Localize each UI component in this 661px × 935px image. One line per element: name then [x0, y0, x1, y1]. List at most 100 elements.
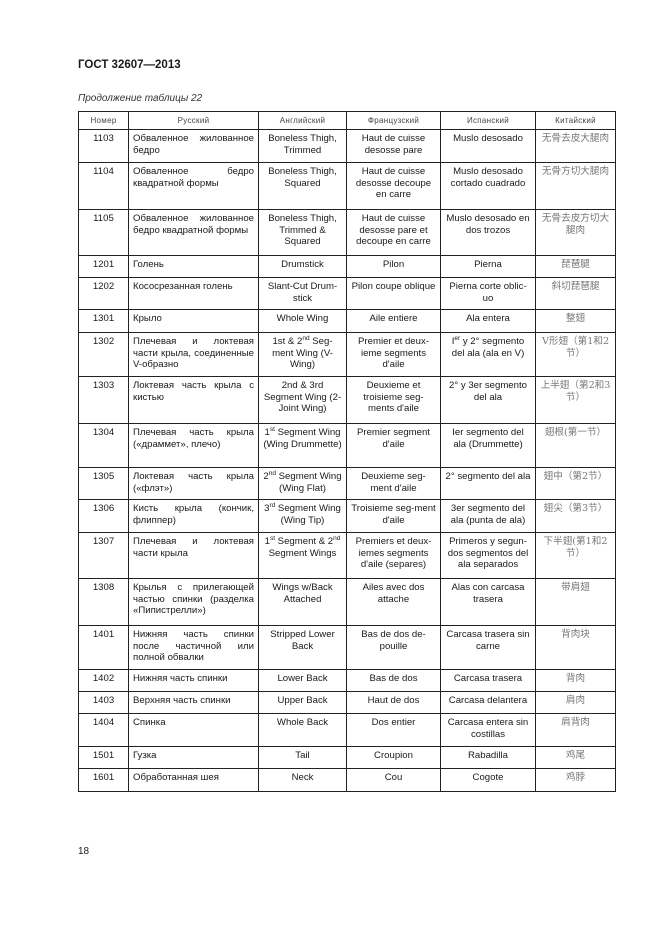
cell-english: 1st Segment & 2nd Segment Wings [258, 532, 347, 579]
table-row: 1307 Плечевая и локтевая части крыла 1st S… [78, 532, 616, 579]
cell-french: Bas de dos [346, 669, 441, 692]
cell-chinese: 翅根(第一节） [535, 423, 616, 468]
cell-number: 1301 [78, 309, 129, 333]
column-header-chinese: Китайский [535, 111, 616, 130]
cell-number: 1404 [78, 713, 129, 747]
cell-russian: Локтевая часть крыла («флэт») [128, 467, 259, 500]
cell-chinese: 翅尖（第3节） [535, 499, 616, 533]
table-row: 1303 Локтевая часть крыла с кистью 2nd & 3… [78, 376, 616, 424]
cell-english: 2nd Segment Wing (Wing Flat) [258, 467, 347, 500]
cell-english: 1st Segment Wing (Wing Drummette) [258, 423, 347, 468]
table-row: 1501 Гузка Tail Croupion Rabadilla 鸡尾 [78, 746, 616, 769]
cell-french: Troisieme seg-ment d'aile [346, 499, 441, 533]
cell-spanish: Ier y 2° segmento del ala (ala en V) [440, 332, 536, 377]
cell-number: 1402 [78, 669, 129, 692]
cell-russian: Нижняя часть спинки после частичной или … [128, 625, 259, 670]
cell-english: Boneless Thigh, Trimmed [258, 129, 347, 163]
cell-french: Deuxieme seg-ment d'aile [346, 467, 441, 500]
column-header-spanish: Испанский [440, 111, 536, 130]
cell-russian: Обваленное бедро квадратной формы [128, 162, 259, 210]
cell-chinese: 上半翅（第2和3节） [535, 376, 616, 424]
cell-spanish: Muslo desosado [440, 129, 536, 163]
cell-english: Boneless Thigh, Squared [258, 162, 347, 210]
cell-french: Pilon [346, 255, 441, 278]
cell-russian: Крыло [128, 309, 259, 333]
cell-russian: Верхняя часть спинки [128, 691, 259, 714]
cell-spanish: Alas con carcasa trasera [440, 578, 536, 626]
cell-number: 1401 [78, 625, 129, 670]
cell-french: Premiers et deux-iemes segments d'aile (… [346, 532, 441, 579]
cell-english: Wings w/Back Attached [258, 578, 347, 626]
cell-russian: Нижняя часть спинки [128, 669, 259, 692]
cell-spanish: Ier segmento del ala (Drummette) [440, 423, 536, 468]
table-row: 1308 Крылья с прилегающей частью спинки (… [78, 578, 616, 626]
cell-english: Neck [258, 768, 347, 792]
table-row: 1304 Плечевая часть крыла («драммет», пле… [78, 423, 616, 468]
cell-english: Slant-Cut Drum-stick [258, 277, 347, 310]
table-row: 1201 Голень Drumstick Pilon Pierna 琵琶腿 [78, 255, 616, 278]
cell-spanish: 2° y 3er segmento del ala [440, 376, 536, 424]
table-row: 1301 Крыло Whole Wing Aile entiere Ala enter… [78, 309, 616, 333]
cell-spanish: 3er segmento del ala (punta de ala) [440, 499, 536, 533]
cell-russian: Обваленное жилованное бедро [128, 129, 259, 163]
table-row: 1306 Кисть крыла (кончик, флиппер) 3rd Seg… [78, 499, 616, 533]
column-header-english: Английский [258, 111, 347, 130]
cell-spanish: Carcasa trasera sin carne [440, 625, 536, 670]
cell-english: Lower Back [258, 669, 347, 692]
table-row: 1104 Обваленное бедро квадратной формы Bon… [78, 162, 616, 210]
table-row: 1601 Обработанная шея Neck Cou Cogote 鸡脖 [78, 768, 616, 792]
cell-spanish: Cogote [440, 768, 536, 792]
cell-chinese: 斜切琵琶腿 [535, 277, 616, 310]
cell-french: Haut de cuisse desosse pare et decoupe e… [346, 209, 441, 256]
document-code: ГОСТ 32607—2013 [78, 59, 181, 71]
cell-russian: Кососрезанная голень [128, 277, 259, 310]
cell-spanish: 2° segmento del ala [440, 467, 536, 500]
column-header-french: Французский [346, 111, 441, 130]
cell-spanish: Muslo desosado en dos trozos [440, 209, 536, 256]
cell-number: 1601 [78, 768, 129, 792]
cell-french: Deuxieme et troisieme seg-ments d'aile [346, 376, 441, 424]
cell-chinese: 琵琶腿 [535, 255, 616, 278]
cell-russian: Спинка [128, 713, 259, 747]
cell-french: Croupion [346, 746, 441, 769]
cell-french: Premier et deux-ieme segments d'aile [346, 332, 441, 377]
cell-english: Stripped Lower Back [258, 625, 347, 670]
cell-french: Cou [346, 768, 441, 792]
cell-number: 1303 [78, 376, 129, 424]
cell-french: Haut de cuisse desosse pare [346, 129, 441, 163]
cell-chinese: 鸡脖 [535, 768, 616, 792]
cell-number: 1202 [78, 277, 129, 310]
cell-english: 1st & 2nd Seg-ment Wing (V-Wing) [258, 332, 347, 377]
cell-french: Haut de dos [346, 691, 441, 714]
cell-english: 2nd & 3rd Segment Wing (2-Joint Wing) [258, 376, 347, 424]
cell-russian: Голень [128, 255, 259, 278]
cell-russian: Плечевая часть крыла («драммет», плечо) [128, 423, 259, 468]
cell-russian: Крылья с прилегающей частью спинки (разд… [128, 578, 259, 626]
cell-english: Upper Back [258, 691, 347, 714]
cell-russian: Гузка [128, 746, 259, 769]
cell-russian: Плечевая и локтевая части крыла, соедине… [128, 332, 259, 377]
table-row: 1403 Верхняя часть спинки Upper Back Haut d… [78, 691, 616, 714]
cell-number: 1105 [78, 209, 129, 256]
cell-number: 1304 [78, 423, 129, 468]
table-row: 1105 Обваленное жилованное бедро квадратн… [78, 209, 616, 256]
cell-spanish: Pierna [440, 255, 536, 278]
table-row: 1103 Обваленное жилованное бедро Boneless … [78, 129, 616, 163]
cell-english: 3rd Segment Wing (Wing Tip) [258, 499, 347, 533]
table-header-row: Номер Русский Английский Французский Испанск… [78, 111, 616, 130]
cell-number: 1305 [78, 467, 129, 500]
cell-english: Drumstick [258, 255, 347, 278]
cell-chinese: 无骨去皮方切大腿肉 [535, 209, 616, 256]
cell-chinese: 下半翅(第1和2节） [535, 532, 616, 579]
cell-french: Haut de cuisse desosse decoupe en carre [346, 162, 441, 210]
cell-chinese: 带肩翅 [535, 578, 616, 626]
table-row: 1305 Локтевая часть крыла («флэт») 2nd Seg… [78, 467, 616, 500]
cell-chinese: 无骨方切大腿肉 [535, 162, 616, 210]
page-number: 18 [78, 846, 90, 857]
cell-english: Boneless Thigh, Trimmed & Squared [258, 209, 347, 256]
column-header-russian: Русский [128, 111, 259, 130]
cell-chinese: 翅中（第2节） [535, 467, 616, 500]
cell-spanish: Primeros y segun-dos segmentos del ala s… [440, 532, 536, 579]
cell-english: Tail [258, 746, 347, 769]
table-caption: Продолжение таблицы 22 [78, 93, 203, 104]
